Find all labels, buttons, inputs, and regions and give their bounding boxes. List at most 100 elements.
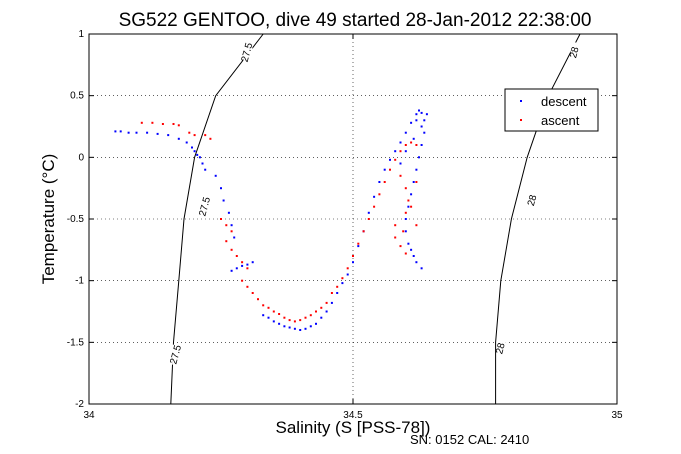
isopycnal-label-bg <box>528 190 538 211</box>
descent-point <box>412 137 415 140</box>
descent-point <box>415 168 418 171</box>
descent-point <box>415 261 418 264</box>
descent-point <box>404 131 407 134</box>
ascent-point <box>225 224 228 227</box>
descent-point <box>315 322 317 325</box>
ascent-point <box>177 124 180 127</box>
ascent-point <box>209 137 212 140</box>
descent-point <box>177 137 180 140</box>
descent-point <box>146 131 149 134</box>
x-tick-label: 34.5 <box>343 410 363 421</box>
ascent-point <box>404 252 407 255</box>
descent-point <box>389 158 391 161</box>
ascent-point <box>172 123 175 125</box>
ascent-point <box>394 224 397 227</box>
ascent-point <box>235 255 238 257</box>
ascent-point <box>336 285 339 288</box>
ascent-point <box>362 230 365 233</box>
footer-serial-cal: SN: 0152 CAL: 2410 <box>410 432 529 447</box>
descent-point <box>410 121 413 124</box>
x-tick-label: 34 <box>83 410 95 421</box>
descent-point <box>241 264 244 267</box>
descent-point <box>325 310 328 313</box>
descent-point <box>214 174 217 177</box>
descent-point <box>415 119 418 122</box>
isopycnal-label: 28 <box>494 341 508 355</box>
ascent-point <box>140 121 143 124</box>
legend-ascent-label: ascent <box>541 113 580 128</box>
ascent-point <box>161 123 164 125</box>
descent-point <box>346 273 349 276</box>
descent-point <box>114 130 117 133</box>
ascent-point <box>283 316 286 319</box>
ascent-point <box>151 121 154 124</box>
descent-point <box>418 156 420 159</box>
descent-point <box>119 130 122 133</box>
x-axis-label: Salinity (S [PSS-78]) <box>276 418 431 437</box>
descent-point <box>309 325 312 328</box>
descent-point <box>404 150 407 153</box>
descent-point <box>185 141 188 144</box>
ascent-point <box>262 304 265 307</box>
ascent-point <box>204 134 207 137</box>
ascent-point <box>341 277 344 280</box>
ascent-point <box>267 306 270 309</box>
legend-box <box>504 88 599 132</box>
ascent-point <box>346 267 349 270</box>
descent-point <box>198 156 201 159</box>
ascent-point <box>230 248 233 251</box>
descent-point <box>230 269 233 272</box>
ascent-point <box>367 218 370 220</box>
ascent-point <box>357 242 360 245</box>
y-tick-label: -1.5 <box>67 337 85 348</box>
descent-point <box>383 168 386 171</box>
descent-point <box>367 211 370 214</box>
descent-point <box>235 267 238 270</box>
ticks: 34 34.5 35 -2 -1.5 -1 -0.5 0 0.5 1 <box>67 29 623 421</box>
descent-point <box>222 199 225 202</box>
ascent-point <box>315 310 317 313</box>
ascent-point <box>389 168 391 171</box>
isopycnals: 27.5 27.5 27.5 28 28 28 <box>168 33 582 405</box>
ascent-point <box>225 240 228 243</box>
ascent-point <box>399 245 402 248</box>
isopycnal-label-bg <box>201 196 211 217</box>
descent-point <box>404 218 407 220</box>
ascent-point <box>394 158 397 161</box>
descent-point <box>191 146 193 149</box>
descent-point <box>394 150 397 153</box>
isopycnal-27.5 <box>170 33 264 405</box>
descent-point <box>135 131 138 134</box>
ascent-point <box>288 319 291 322</box>
ascent-point <box>399 150 402 153</box>
descent-point <box>201 162 204 165</box>
ascent-point <box>304 316 307 319</box>
descent-point <box>410 248 413 251</box>
ascent-point <box>241 261 244 264</box>
descent-point <box>278 322 281 325</box>
ascent-point <box>251 292 254 294</box>
descent-point <box>283 325 286 328</box>
ascent-point <box>404 187 407 190</box>
isopycnal-label: 27.5 <box>168 343 184 365</box>
ascent-point <box>309 314 312 317</box>
descent-point <box>420 267 423 270</box>
descent-point <box>227 211 230 214</box>
y-tick-label: -1 <box>75 276 84 287</box>
ascent-point <box>257 298 259 301</box>
ascent-point <box>299 319 302 322</box>
ascent-point <box>293 320 296 323</box>
ascent-point <box>188 131 191 134</box>
y-tick-label: -0.5 <box>67 214 85 225</box>
ascent-point <box>407 199 410 202</box>
y-tick-label: -2 <box>75 399 84 410</box>
ascent-point <box>415 181 418 183</box>
isopycnal-label-bg <box>243 42 253 63</box>
ascent-point <box>272 310 275 313</box>
descent-point <box>293 327 296 330</box>
descent-point <box>193 150 196 153</box>
descent-point <box>196 153 199 156</box>
descent-point <box>407 242 410 245</box>
ascent-point <box>246 267 249 270</box>
